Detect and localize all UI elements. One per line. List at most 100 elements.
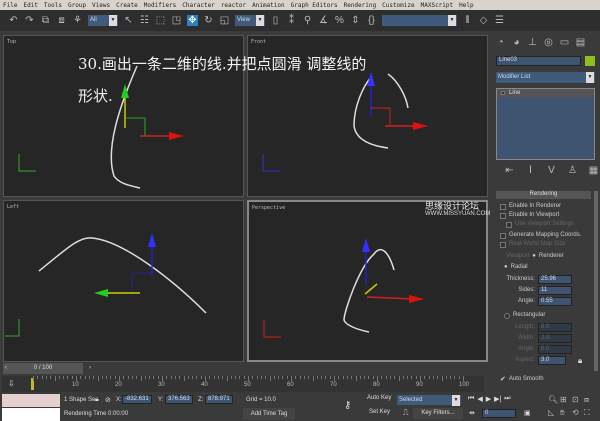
fov-icon[interactable]: ◺ xyxy=(548,408,555,417)
utilities-tab-icon[interactable]: ▤ xyxy=(575,37,586,48)
selection-filter-dropdown[interactable]: All xyxy=(88,15,118,26)
time-marker[interactable] xyxy=(31,378,34,390)
thickness-spinner[interactable]: 25.96 xyxy=(538,275,572,284)
set-key-icon[interactable]: ⚷ xyxy=(344,400,352,411)
goto-start-icon[interactable]: ⏮ xyxy=(468,395,475,402)
link-icon[interactable]: ⧉ xyxy=(41,15,50,26)
object-name-field[interactable]: Line03 xyxy=(496,56,581,66)
rectangular-radio-dot[interactable] xyxy=(504,312,510,319)
stack-item[interactable]: Line xyxy=(497,89,594,97)
show-end-result-icon[interactable]: Ⅰ xyxy=(529,165,532,176)
mirror-icon[interactable]: ⫴ xyxy=(465,15,470,26)
maximize-viewport-icon[interactable]: ⛶ xyxy=(584,408,590,417)
undo-icon[interactable]: ↶ xyxy=(9,15,18,26)
track-bar[interactable]: ⇩ 10 20 30 40 50 60 70 80 90 100 xyxy=(2,376,484,392)
menu-group[interactable]: Group xyxy=(67,1,87,9)
maxscript-listener-pink[interactable] xyxy=(2,394,60,407)
enable-renderer-checkbox[interactable] xyxy=(500,203,506,210)
renderer-radio-dot[interactable]: ● xyxy=(532,253,536,259)
slider-prev-icon[interactable]: ‹ xyxy=(5,365,7,371)
rotate-icon[interactable]: ↻ xyxy=(204,15,213,26)
bind-spacewarp-icon[interactable]: ⚘ xyxy=(73,15,82,26)
time-slider[interactable]: ‹ 0 / 100 › xyxy=(3,363,91,374)
menu-graph-editors[interactable]: Graph Editors xyxy=(290,1,338,9)
angle-snap-icon[interactable]: ∡ xyxy=(319,15,328,26)
lock-aspect-icon[interactable]: 🔒︎ xyxy=(578,356,583,365)
radial-radio-dot[interactable]: ● xyxy=(504,264,508,270)
align-icon[interactable]: ◇ xyxy=(479,15,488,26)
configure-sets-icon[interactable]: ▦ xyxy=(588,165,599,176)
real-world-checkbox[interactable] xyxy=(500,241,506,248)
z-coord-field[interactable]: 878.971 xyxy=(205,395,233,404)
ref-coord-dropdown[interactable]: View xyxy=(235,15,265,26)
viewport-perspective[interactable]: Perspective xyxy=(247,200,488,362)
length-spinner[interactable]: 6.0 xyxy=(538,323,572,332)
curve-editor-icon[interactable]: ⇩ xyxy=(8,379,15,388)
time-config-icon[interactable]: ▣ xyxy=(524,410,531,417)
spinner-snap-icon[interactable]: ⇕ xyxy=(351,15,360,26)
menu-customize[interactable]: Customize xyxy=(382,1,415,9)
menu-edit[interactable]: Edit xyxy=(23,1,38,9)
rect-angle-spinner[interactable]: 0.0 xyxy=(538,345,572,354)
remove-modifier-icon[interactable]: ♙ xyxy=(568,165,577,176)
use-viewport-checkbox[interactable] xyxy=(506,221,512,228)
viewport-left[interactable]: Left xyxy=(3,200,244,362)
slider-next-icon[interactable]: › xyxy=(89,365,91,371)
aspect-spinner[interactable]: 3.0 xyxy=(538,356,566,365)
auto-key-button[interactable]: Auto Key xyxy=(367,395,392,401)
menu-create[interactable]: Create xyxy=(116,1,138,9)
named-selection-dropdown[interactable] xyxy=(382,15,457,26)
scale-icon[interactable]: ◱ xyxy=(219,15,230,26)
enable-viewport-checkbox[interactable] xyxy=(500,212,506,219)
set-key-button[interactable]: Set Key xyxy=(369,409,391,415)
menu-views[interactable]: Views xyxy=(92,1,111,9)
menu-reactor[interactable]: reactor xyxy=(220,1,247,9)
add-time-tag-button[interactable]: Add Time Tag xyxy=(243,408,295,420)
layer-icon[interactable]: ☰ xyxy=(495,15,504,26)
absolute-mode-icon[interactable]: ⊘ xyxy=(105,397,111,404)
key-mode-toggle-icon[interactable]: ⇹ xyxy=(469,410,475,417)
rendering-rollout-header[interactable]: Rendering xyxy=(496,191,591,199)
prev-frame-icon[interactable]: ◀ xyxy=(477,396,483,403)
menu-help[interactable]: Help xyxy=(459,1,474,9)
goto-end-icon[interactable]: ⏭ xyxy=(504,395,511,402)
gen-mapping-checkbox[interactable] xyxy=(500,232,506,239)
width-spinner[interactable]: 2.0 xyxy=(538,334,572,343)
menu-modifiers[interactable]: Modifiers xyxy=(143,1,177,9)
menu-animation[interactable]: Animation xyxy=(252,1,285,9)
move-icon[interactable]: ✥ xyxy=(187,15,198,26)
window-crossing-icon[interactable]: ◳ xyxy=(171,15,182,26)
hierarchy-tab-icon[interactable]: ⊥ xyxy=(528,37,537,48)
menu-character[interactable]: Character xyxy=(182,1,215,9)
modifier-list-dropdown[interactable]: Modifier List xyxy=(496,72,595,83)
motion-tab-icon[interactable]: ◎ xyxy=(544,37,553,48)
object-color-swatch[interactable] xyxy=(585,56,595,66)
manipulate-icon[interactable]: ⁑ xyxy=(289,15,294,26)
create-tab-icon[interactable]: ◔ xyxy=(497,37,504,48)
menu-file[interactable]: File xyxy=(3,1,18,9)
default-tangent-icon[interactable]: ⎍ xyxy=(403,408,409,417)
x-coord-field[interactable]: -832.631 xyxy=(122,395,152,404)
snap-icon[interactable]: ⚲ xyxy=(303,15,312,26)
menu-tools[interactable]: Tools xyxy=(43,1,62,9)
unlink-icon[interactable]: ⧈ xyxy=(58,15,65,26)
sides-spinner[interactable]: 11 xyxy=(538,286,572,295)
key-filters-button[interactable]: Key Filters... xyxy=(413,408,463,419)
y-coord-field[interactable]: 376.563 xyxy=(165,395,193,404)
menu-rendering[interactable]: Rendering xyxy=(343,1,377,9)
zoom-icon[interactable]: 🔍︎ xyxy=(548,395,559,404)
zoom-extents-icon[interactable]: ⊡ xyxy=(572,395,579,404)
display-tab-icon[interactable]: ▭ xyxy=(559,37,570,48)
panel-scrollbar[interactable] xyxy=(594,191,598,371)
angle-spinner[interactable]: 0.55 xyxy=(538,297,572,306)
redo-icon[interactable]: ↷ xyxy=(25,15,34,26)
pan-icon[interactable]: ✋︎ xyxy=(560,408,565,417)
edit-named-sel-icon[interactable]: {} xyxy=(368,15,375,26)
auto-smooth-checkbox[interactable]: ✔ xyxy=(500,376,506,383)
key-mode-dropdown[interactable]: Selected xyxy=(397,395,461,406)
arc-rotate-icon[interactable]: ⟲ xyxy=(572,408,579,417)
viewport-front[interactable]: Front xyxy=(247,35,488,197)
menu-maxscript[interactable]: MAXScript xyxy=(420,1,454,9)
percent-snap-icon[interactable]: % xyxy=(335,15,344,26)
rect-region-icon[interactable]: ⬚ xyxy=(155,15,166,26)
